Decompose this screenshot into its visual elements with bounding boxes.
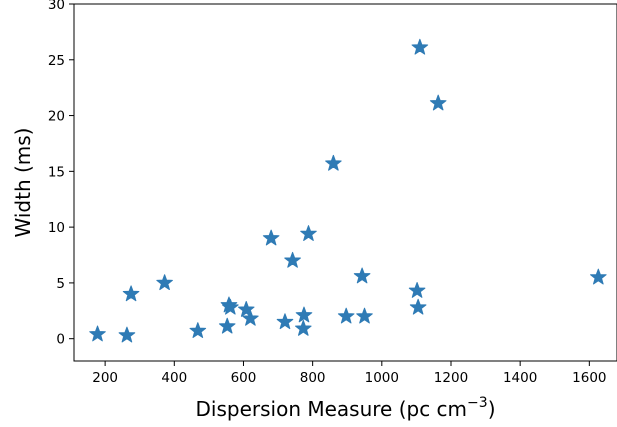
x-tick-label: 1000 bbox=[365, 370, 399, 386]
data-point-star bbox=[189, 322, 207, 339]
data-point-star bbox=[429, 94, 447, 111]
x-axis-label: Dispersion Measure (pc cm−3) bbox=[196, 395, 496, 421]
plot-frame bbox=[73, 3, 617, 362]
data-point-star bbox=[408, 282, 426, 298]
x-tick-label: 800 bbox=[300, 370, 326, 386]
data-point-star bbox=[353, 267, 371, 284]
data-point-star bbox=[295, 319, 312, 336]
data-point-star bbox=[262, 229, 280, 246]
data-point-star bbox=[409, 298, 427, 315]
x-tick-label: 400 bbox=[161, 370, 187, 386]
x-axis-label-superscript: −3 bbox=[467, 395, 488, 411]
data-point-star bbox=[222, 298, 239, 315]
x-axis-label-end: ) bbox=[488, 397, 496, 421]
data-point-star bbox=[300, 225, 317, 241]
data-point-star bbox=[284, 251, 301, 268]
x-tick-label: 1400 bbox=[503, 370, 537, 386]
data-point-star bbox=[89, 325, 106, 342]
data-point-star bbox=[325, 154, 342, 171]
data-point-star bbox=[122, 285, 140, 302]
y-tick-label: 20 bbox=[48, 109, 65, 125]
data-point-star bbox=[337, 307, 355, 324]
x-axis-label-main: Dispersion Measure (pc cm bbox=[196, 397, 468, 421]
data-point-star bbox=[590, 268, 607, 285]
data-point-star bbox=[218, 317, 236, 334]
y-tick-label: 10 bbox=[48, 220, 65, 236]
data-point-star bbox=[242, 309, 259, 326]
data-point-star bbox=[356, 307, 373, 324]
y-tick-label: 30 bbox=[48, 0, 65, 13]
data-point-star bbox=[118, 326, 136, 343]
x-tick-label: 200 bbox=[92, 370, 118, 386]
y-axis-label: Width (ms) bbox=[11, 128, 35, 238]
y-tick-label: 15 bbox=[48, 164, 65, 180]
x-tick-label: 600 bbox=[231, 370, 257, 386]
y-tick-label: 25 bbox=[48, 53, 65, 69]
ticks-layer: 200 400 600 800 1000 1200 1400 1600 0 5 10 15 20 25 30 bbox=[48, 0, 607, 386]
y-tick-label: 0 bbox=[56, 332, 65, 348]
data-point-star bbox=[276, 313, 294, 330]
points-layer bbox=[89, 38, 607, 343]
data-point-star bbox=[295, 306, 313, 323]
data-point-star bbox=[156, 274, 173, 291]
x-tick-label: 1600 bbox=[572, 370, 606, 386]
data-point-star bbox=[237, 300, 255, 317]
x-tick-label: 1200 bbox=[434, 370, 468, 386]
y-tick-label: 5 bbox=[56, 276, 65, 292]
data-point-star bbox=[411, 38, 429, 55]
